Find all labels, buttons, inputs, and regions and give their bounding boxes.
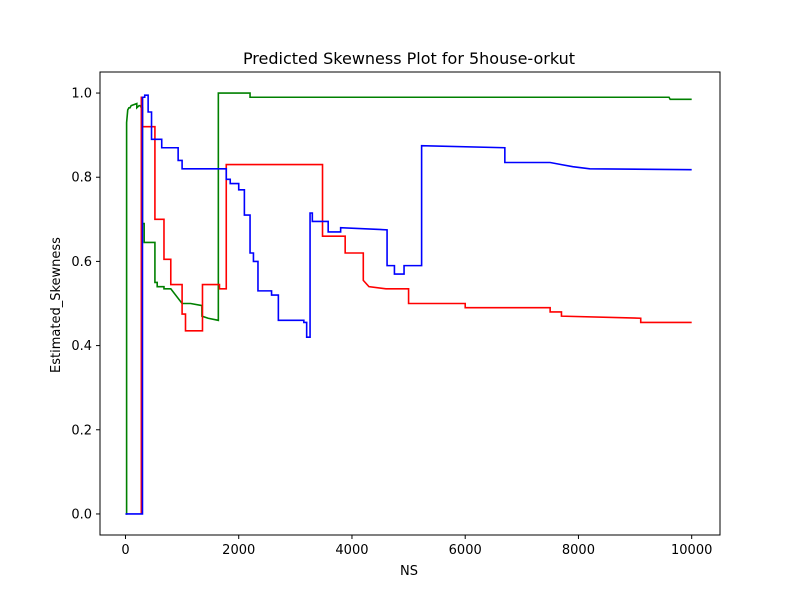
- y-axis-title: Estimated_Skewness: [49, 237, 64, 373]
- plot-area: [99, 71, 721, 536]
- y-tick-label: 1.0: [71, 87, 92, 102]
- y-tick-label: 0.4: [71, 339, 92, 354]
- chart-title: Predicted Skewness Plot for 5house-orkut: [243, 49, 575, 68]
- y-axis: 0.0 0.2 0.4 0.6 0.8 1.0: [71, 87, 100, 522]
- plot-frame: [99, 71, 721, 536]
- series-line-1: [125, 92, 692, 515]
- series-layer: [125, 92, 692, 515]
- x-tick-label: 6000: [449, 543, 482, 558]
- y-tick-label: 0.6: [71, 255, 92, 270]
- series-line-2: [140, 96, 692, 514]
- y-tick-label: 0.8: [71, 171, 92, 186]
- x-tick-label: 2000: [222, 543, 255, 558]
- series-line-3: [125, 94, 692, 515]
- x-tick-label: 10000: [671, 543, 712, 558]
- x-tick-label: 0: [121, 543, 129, 558]
- x-tick-label: 4000: [335, 543, 368, 558]
- x-tick-label: 8000: [562, 543, 595, 558]
- x-axis-title: NS: [400, 564, 418, 579]
- y-tick-label: 0.0: [71, 507, 92, 522]
- x-axis: 0 2000 4000 6000 8000 10000: [121, 535, 712, 558]
- y-tick-label: 0.2: [71, 423, 92, 438]
